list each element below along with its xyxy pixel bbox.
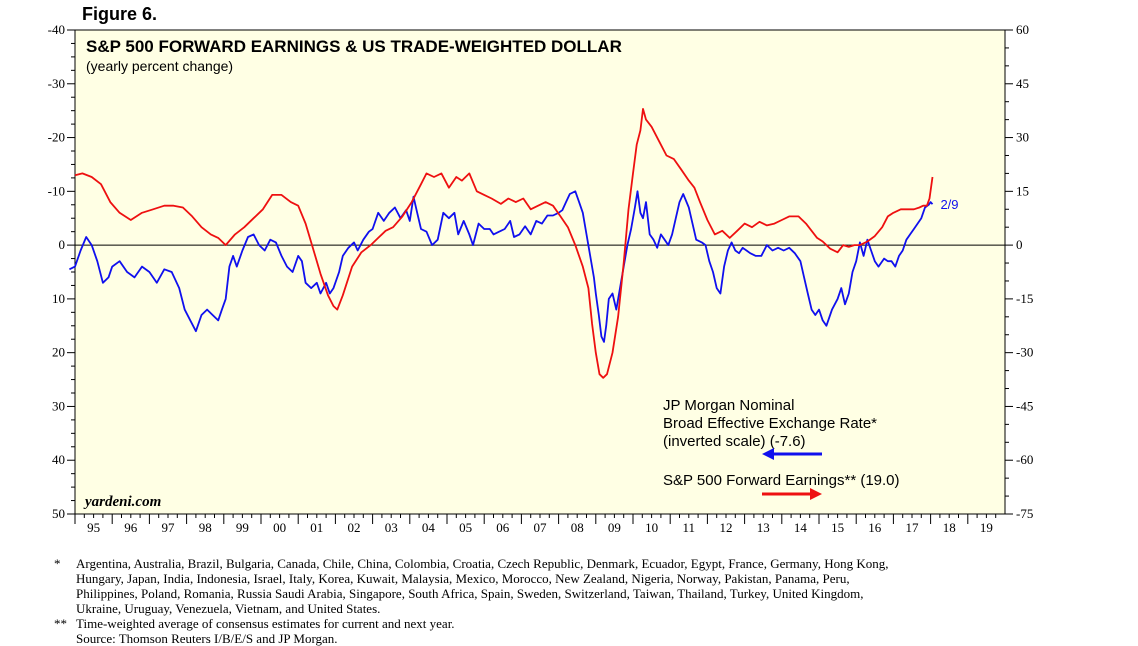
footnote-line: Ukraine, Uruguay, Venezuela, Vietnam, an… bbox=[76, 601, 381, 616]
right-tick-label: -15 bbox=[1016, 291, 1033, 306]
legend-blue-line-2: Broad Effective Exchange Rate* bbox=[663, 415, 877, 432]
x-year-label: 97 bbox=[162, 520, 176, 535]
right-tick-label: 30 bbox=[1016, 130, 1029, 145]
right-tick-label: 0 bbox=[1016, 237, 1023, 252]
x-year-label: 10 bbox=[645, 520, 658, 535]
plot-area bbox=[74, 29, 1006, 515]
x-year-label: 96 bbox=[124, 520, 138, 535]
x-year-label: 02 bbox=[348, 520, 361, 535]
footnote-text: Source: Thomson Reuters I/B/E/S and JP M… bbox=[76, 631, 338, 646]
right-tick-label: 15 bbox=[1016, 183, 1029, 198]
x-year-label: 14 bbox=[794, 520, 808, 535]
chart-subtitle: (yearly percent change) bbox=[86, 58, 233, 74]
x-year-label: 19 bbox=[980, 520, 993, 535]
legend-blue-line-3: (inverted scale) (-7.6) bbox=[663, 433, 806, 450]
x-year-label: 01 bbox=[310, 520, 323, 535]
footnotes: * Argentina, Australia, Brazil, Bulgaria… bbox=[54, 556, 1114, 646]
left-tick-label: 40 bbox=[52, 452, 65, 467]
x-year-label: 13 bbox=[757, 520, 770, 535]
left-tick-label: -40 bbox=[48, 22, 65, 37]
right-tick-label: 60 bbox=[1016, 22, 1029, 37]
x-year-label: 03 bbox=[385, 520, 398, 535]
footnote-mark bbox=[54, 631, 76, 646]
chart-title: S&P 500 FORWARD EARNINGS & US TRADE-WEIG… bbox=[86, 37, 622, 56]
x-year-label: 99 bbox=[236, 520, 249, 535]
left-axis: -40 -30 -20 -10 0 10 20 30 40 50 bbox=[48, 22, 75, 521]
end-date-label: 2/9 bbox=[940, 197, 958, 212]
left-tick-label: -20 bbox=[48, 130, 65, 145]
footnote-mark: ** bbox=[54, 616, 67, 631]
series-line-exchange-rate bbox=[69, 190, 934, 343]
x-year-label: 18 bbox=[943, 520, 956, 535]
x-year-label: 15 bbox=[831, 520, 844, 535]
footnote-estimates: ** Time-weighted average of consensus es… bbox=[54, 616, 1114, 631]
left-tick-label: -30 bbox=[48, 76, 65, 91]
legend-red-line: S&P 500 Forward Earnings** (19.0) bbox=[663, 472, 900, 489]
series-line-forward-earnings bbox=[74, 108, 934, 379]
x-year-label: 09 bbox=[608, 520, 621, 535]
right-tick-label: -75 bbox=[1016, 506, 1033, 521]
right-tick-label: -30 bbox=[1016, 345, 1033, 360]
right-tick-label: -60 bbox=[1016, 452, 1033, 467]
footnote-line: Hungary, Japan, India, Indonesia, Israel… bbox=[76, 571, 850, 586]
right-axis: 60 45 30 15 0 -15 -30 -45 -60 -75 bbox=[1005, 22, 1033, 521]
legend-arrowhead-blue bbox=[762, 448, 774, 460]
x-year-label: 16 bbox=[868, 520, 882, 535]
x-year-label: 11 bbox=[683, 520, 696, 535]
left-tick-label: 0 bbox=[59, 237, 66, 252]
x-year-label: 17 bbox=[906, 520, 920, 535]
left-tick-label: -10 bbox=[48, 183, 65, 198]
footnote-text: Argentina, Australia, Brazil, Bulgaria, … bbox=[76, 556, 1114, 616]
footnote-line: Argentina, Australia, Brazil, Bulgaria, … bbox=[76, 556, 889, 571]
x-year-label: 12 bbox=[720, 520, 733, 535]
left-tick-label: 50 bbox=[52, 506, 65, 521]
legend: JP Morgan Nominal Broad Effective Exchan… bbox=[663, 397, 900, 500]
watermark: yardeni.com bbox=[83, 494, 161, 510]
x-year-label: 98 bbox=[199, 520, 212, 535]
x-year-label: 04 bbox=[422, 520, 436, 535]
x-year-label: 06 bbox=[496, 520, 510, 535]
left-tick-label: 20 bbox=[52, 345, 65, 360]
right-tick-label: 45 bbox=[1016, 76, 1029, 91]
right-tick-label: -45 bbox=[1016, 398, 1033, 413]
footnote-text: Time-weighted average of consensus estim… bbox=[76, 616, 455, 631]
left-tick-label: 30 bbox=[52, 398, 65, 413]
x-year-label: 00 bbox=[273, 520, 286, 535]
legend-blue-line-1: JP Morgan Nominal bbox=[663, 397, 794, 414]
x-year-label: 95 bbox=[87, 520, 100, 535]
legend-arrowhead-red bbox=[810, 488, 822, 500]
x-year-label: 08 bbox=[571, 520, 584, 535]
left-tick-label: 10 bbox=[52, 291, 65, 306]
footnote-mark: * bbox=[54, 556, 61, 571]
x-axis: 95 96 97 98 99 00 01 02 03 04 05 06 07 08 09 10 11 12 13 14… bbox=[74, 514, 997, 535]
figure-label: Figure 6. bbox=[82, 4, 158, 24]
footnote-source: Source: Thomson Reuters I/B/E/S and JP M… bbox=[54, 631, 1114, 646]
x-year-label: 05 bbox=[459, 520, 472, 535]
footnote-line: Philippines, Poland, Romania, Russia Sau… bbox=[76, 586, 864, 601]
footnote-countries: * Argentina, Australia, Brazil, Bulgaria… bbox=[54, 556, 1114, 616]
x-year-label: 07 bbox=[534, 520, 548, 535]
